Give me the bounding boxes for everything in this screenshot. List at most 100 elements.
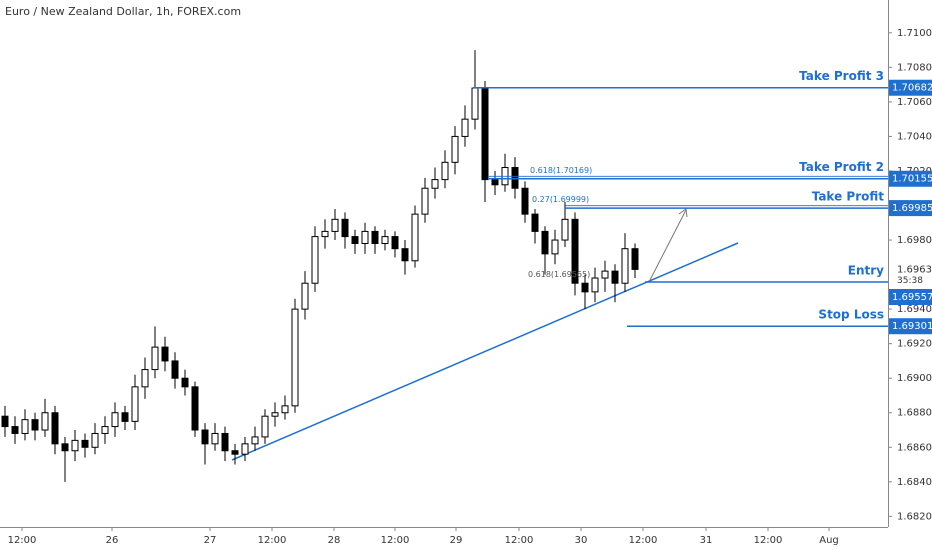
projection-arrow: [649, 209, 687, 281]
candle-body: [71, 439, 79, 452]
candle-body: [121, 412, 129, 422]
y-tick-label: 1.69000: [897, 373, 932, 384]
candle-body: [301, 282, 309, 310]
x-tick-label: 12:00: [258, 535, 287, 546]
price-label: 1.69301: [892, 321, 932, 332]
y-tick-label: 1.70800: [897, 62, 932, 73]
level-name: Take Profit: [812, 190, 885, 204]
candle-body: [411, 213, 419, 262]
candle-body: [81, 439, 89, 448]
candle-body: [581, 282, 589, 293]
trend-line: [231, 242, 739, 461]
candle-body: [341, 218, 349, 238]
price-label: 1.69557: [892, 292, 932, 303]
candle-body: [41, 412, 49, 431]
candle-body: [511, 167, 519, 189]
x-tick-label: 26: [106, 535, 119, 546]
level-name: Take Profit 3: [799, 69, 884, 83]
price-label: 1.69985: [892, 203, 932, 214]
y-tick-label: 1.70400: [897, 131, 932, 142]
candle-body: [161, 346, 169, 362]
candle-body: [51, 412, 59, 445]
y-tick-label: 1.68400: [897, 477, 932, 488]
arrow-head: [678, 208, 688, 218]
y-tick-label: 1.68200: [897, 511, 932, 522]
candle-body: [371, 230, 379, 245]
candle-body: [141, 369, 149, 388]
candle-body: [211, 432, 219, 445]
candle-body: [321, 230, 329, 238]
candle-body: [541, 230, 549, 255]
y-tick-label: 1.68800: [897, 408, 932, 419]
x-tick-label: 29: [450, 535, 463, 546]
candle-body: [261, 415, 269, 438]
candle-body: [481, 87, 489, 181]
candle-body: [171, 360, 179, 379]
y-tick-label: 1.71000: [897, 28, 932, 39]
y-tick-label: 1.70600: [897, 97, 932, 108]
candle-body: [11, 426, 19, 434]
y-tick-label: 1.69200: [897, 339, 932, 350]
candle-body: [451, 135, 459, 163]
candle-body: [101, 426, 109, 434]
candle-body: [311, 236, 319, 284]
candle-body: [591, 277, 599, 293]
level-name: Take Profit 2: [799, 160, 884, 174]
candle-body: [271, 412, 279, 417]
candle-body: [551, 239, 559, 255]
y-tick-label: 1.69400: [897, 304, 932, 315]
candle-body: [1, 415, 9, 428]
current-price-box: [889, 261, 932, 284]
level-name: Entry: [848, 264, 884, 278]
price-label-box: [889, 289, 932, 306]
candle-body: [241, 443, 249, 455]
candle-body: [521, 187, 529, 215]
candle-body: [631, 248, 639, 270]
price-label: 1.70682: [892, 83, 932, 94]
candle-body: [151, 346, 159, 371]
price-label-box: [889, 79, 932, 96]
candle-body: [601, 270, 609, 279]
fib-label: 0.618(1.69565): [528, 270, 590, 279]
candle-body: [201, 429, 209, 445]
x-tick-label: 12:00: [629, 535, 658, 546]
candle-body: [131, 386, 139, 422]
candle-body: [191, 386, 199, 431]
candle-body: [531, 213, 539, 232]
x-tick-label: 28: [328, 535, 341, 546]
candle-body: [621, 248, 629, 284]
price-label-box: [889, 170, 932, 187]
candle-body: [291, 308, 299, 407]
candle-body: [21, 419, 29, 434]
candle-body: [351, 236, 359, 245]
price-label: 1.70155: [892, 174, 932, 185]
candle-body: [471, 87, 479, 120]
x-tick-label: Aug: [819, 535, 839, 546]
fib-label: 0.27(1.69999): [532, 195, 589, 204]
x-tick-label: 30: [575, 535, 588, 546]
candle-body: [281, 405, 289, 414]
candle-body: [561, 218, 569, 241]
chart-title: Euro / New Zealand Dollar, 1h, FOREX.com: [5, 5, 241, 18]
current-price-label: 1.69630: [897, 264, 932, 275]
candle-body: [491, 179, 499, 186]
candle-body: [391, 236, 399, 250]
level-name: Stop Loss: [818, 308, 884, 322]
x-tick-label: 31: [700, 535, 713, 546]
price-label-box: [889, 318, 932, 335]
x-tick-label: 12:00: [505, 535, 534, 546]
x-tick-label: 12:00: [381, 535, 410, 546]
y-tick-label: 1.68600: [897, 442, 932, 453]
price-label-box: [889, 200, 932, 217]
x-tick-label: 27: [204, 535, 217, 546]
candle-body: [61, 443, 69, 452]
candle-body: [331, 218, 339, 232]
candle-body: [431, 179, 439, 189]
x-tick-label: 12:00: [8, 535, 37, 546]
candle-body: [401, 248, 409, 262]
candle-body: [461, 118, 469, 137]
candle-body: [571, 218, 579, 284]
candle-body: [221, 432, 229, 452]
candle-body: [181, 377, 189, 388]
